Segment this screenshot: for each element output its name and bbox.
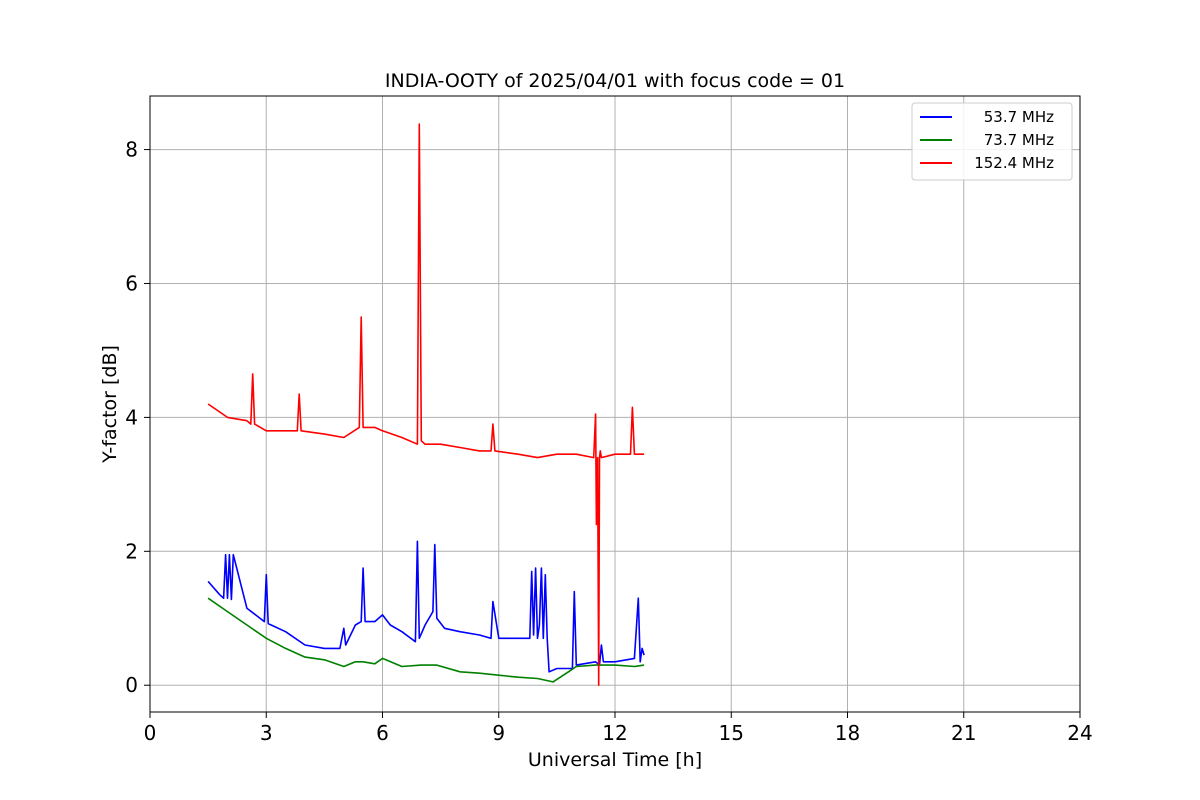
x-tick-label: 0 <box>144 721 157 745</box>
legend: 53.7 MHz 73.7 MHz 152.4 MHz <box>911 102 1073 181</box>
x-tick-label: 12 <box>602 721 627 745</box>
chart-title: INDIA-OOTY of 2025/04/01 with focus code… <box>385 70 845 92</box>
legend-label: 73.7 MHz <box>984 131 1054 149</box>
series-group <box>207 123 645 687</box>
series-line-2 <box>207 597 645 683</box>
y-tick-label: 2 <box>125 539 138 563</box>
legend-label: 152.4 MHz <box>974 154 1054 172</box>
legend-box <box>911 102 1073 181</box>
y-tick-label: 0 <box>125 673 138 697</box>
legend-label: 53.7 MHz <box>984 108 1054 126</box>
y-tick-label: 4 <box>125 405 138 429</box>
series-line-1 <box>207 540 645 673</box>
y-axis-label: Y-factor [dB] <box>99 345 121 464</box>
x-tick-label: 21 <box>951 721 976 745</box>
x-tick-label: 6 <box>376 721 389 745</box>
y-tick-label: 8 <box>125 138 138 162</box>
x-tick-label: 18 <box>835 721 860 745</box>
x-tick-label: 9 <box>492 721 505 745</box>
x-tick-label: 15 <box>719 721 744 745</box>
x-tick-label: 3 <box>260 721 273 745</box>
series-line-3 <box>207 123 645 687</box>
x-tick-label: 24 <box>1067 721 1092 745</box>
x-axis-label: Universal Time [h] <box>528 749 702 771</box>
y-tick-label: 6 <box>125 271 138 295</box>
